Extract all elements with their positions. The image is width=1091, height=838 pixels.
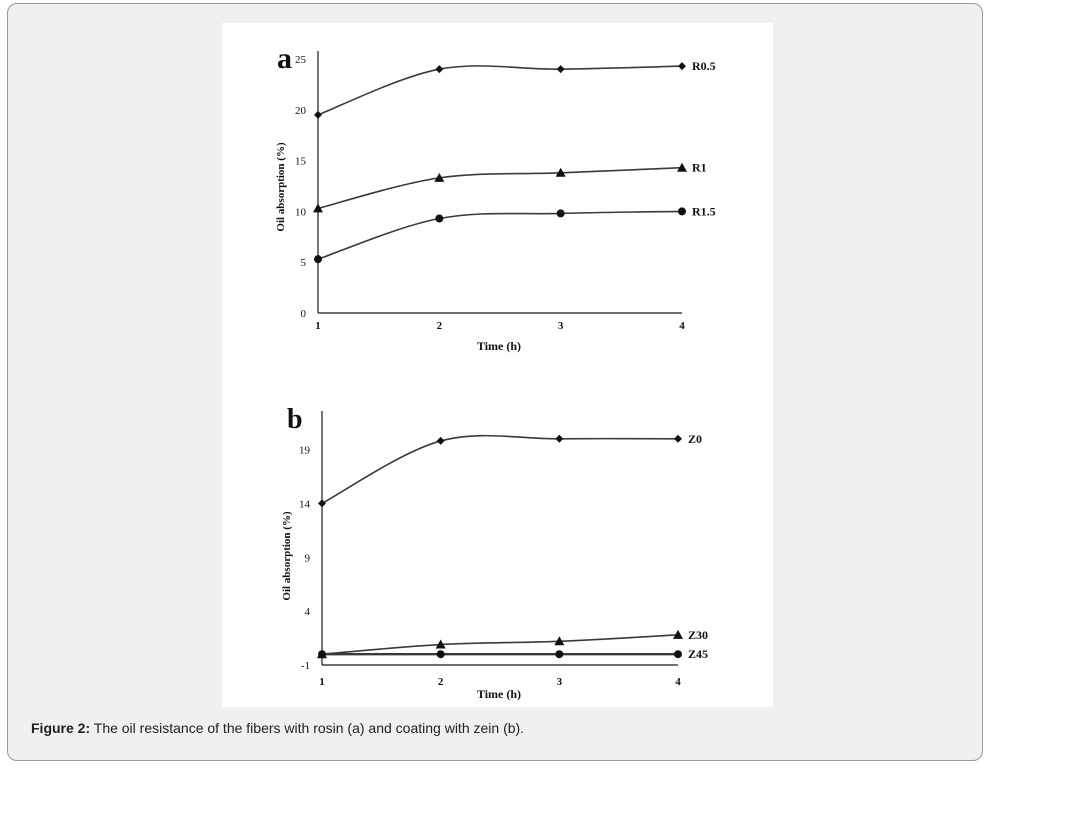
caption-text: The oil resistance of the fibers with ro…: [90, 720, 525, 736]
panel-a-series-R1-point-3: [555, 167, 566, 177]
panel-a-series-R1-point-4: [677, 162, 687, 172]
panel-b-y-tick-0: -1: [301, 660, 310, 672]
panel-b-x-axis-title: Time (h): [477, 687, 521, 701]
panel-b-series-Z30-point-2: [435, 639, 446, 649]
panel-b-y-axis-title: Oil absorption (%): [281, 511, 293, 601]
panel-b-series-Z30-point-3: [554, 636, 565, 646]
panel-a-series-R1.5-point-1: [314, 255, 322, 264]
panel-a-series-R1.5-point-4: [678, 207, 686, 216]
panel-b-series-Z45-point-1: [318, 650, 326, 659]
panel-b-x-tick-2: 3: [557, 676, 563, 688]
figure-caption: Figure 2: The oil resistance of the fibe…: [31, 720, 524, 736]
figure-image: a 0 5 10 15 20 25 1 2 3 4 Time (h) Oil absorption (%…: [222, 23, 773, 707]
panel-b-y-tick-1: 4: [305, 606, 311, 618]
panel-a-series-R1-point-1: [313, 203, 323, 213]
panel-a-y-tick-5: 25: [295, 54, 307, 66]
panel-a-y-tick-3: 15: [295, 156, 307, 168]
panel-a-series-R1.5-point-3: [556, 209, 565, 218]
panel-a-series-R1.5-line: [317, 210, 683, 260]
panel-b-series-Z30-point-4: [673, 629, 683, 639]
panel-a-x-tick-0: 1: [315, 320, 321, 332]
panel-a-y-tick-1: 5: [301, 257, 307, 269]
panel-a-series-R0.5-point-4: [678, 62, 686, 71]
panel-b-y-tick-4: 19: [299, 445, 311, 457]
figure-card: a 0 5 10 15 20 25 1 2 3 4 Time (h) Oil absorption (%…: [7, 3, 983, 761]
panel-b-x-tick-1: 2: [438, 676, 444, 688]
panel-a-series-R1-point-2: [434, 172, 445, 182]
panel-b-series-Z0-point-1: [318, 499, 326, 508]
panel-a-y-tick-0: 0: [301, 308, 307, 320]
panel-b-series-Z0-point-4: [674, 434, 682, 443]
panel-a-series-R0.5-line: [317, 65, 683, 116]
panel-b-x-tick-0: 1: [319, 676, 325, 688]
panel-b-series-Z0-label: Z0: [688, 432, 702, 446]
panel-a-series-R1-label: R1: [692, 161, 707, 175]
panel-b-series-Z30-label: Z30: [688, 628, 708, 642]
panel-a-series-R1.5-point-2: [435, 214, 444, 223]
panel-b-series-Z45-point-4: [674, 650, 682, 659]
panel-a-y-axis-title: Oil absorption (%): [275, 142, 287, 232]
panel-b-series-Z45-point-2: [436, 650, 445, 659]
panel-a-series-R0.5-point-1: [314, 110, 322, 119]
panel-b-series-Z0-point-3: [555, 434, 564, 443]
panel-b-series-Z0-line: [321, 434, 679, 505]
panel-b-x-tick-3: 4: [675, 676, 681, 688]
panel-a-series-R0.5-point-2: [435, 65, 444, 74]
panel-b-series-Z45-label: Z45: [688, 647, 708, 661]
panel-b-label: b: [287, 404, 303, 435]
panel-b-series-Z30-line: [321, 634, 679, 656]
panel-b-series-Z45-point-3: [555, 650, 564, 659]
panel-a-label: a: [277, 42, 292, 75]
panel-b-y-tick-3: 14: [299, 498, 311, 510]
panel-a-series-R1.5-label: R1.5: [692, 204, 716, 218]
panel-a-x-tick-3: 4: [679, 320, 685, 332]
caption-label: Figure 2:: [31, 720, 91, 736]
panel-a-x-tick-2: 3: [558, 320, 564, 332]
panel-a-y-tick-4: 20: [295, 105, 307, 117]
panel-a-x-axis-title: Time (h): [477, 339, 521, 353]
panel-a-y-tick-2: 10: [295, 206, 307, 218]
panel-a-series-R1-line: [317, 166, 683, 210]
panel-a-series-R0.5-point-3: [556, 65, 565, 74]
panel-b-series-Z0-point-2: [436, 436, 445, 445]
panel-a-x-tick-1: 2: [437, 320, 443, 332]
panel-b-y-tick-2: 9: [305, 552, 311, 564]
panel-a-series-R0.5-label: R0.5: [692, 59, 716, 73]
chart-svg: a 0 5 10 15 20 25 1 2 3 4 Time (h) Oil absorption (%…: [275, 42, 716, 701]
